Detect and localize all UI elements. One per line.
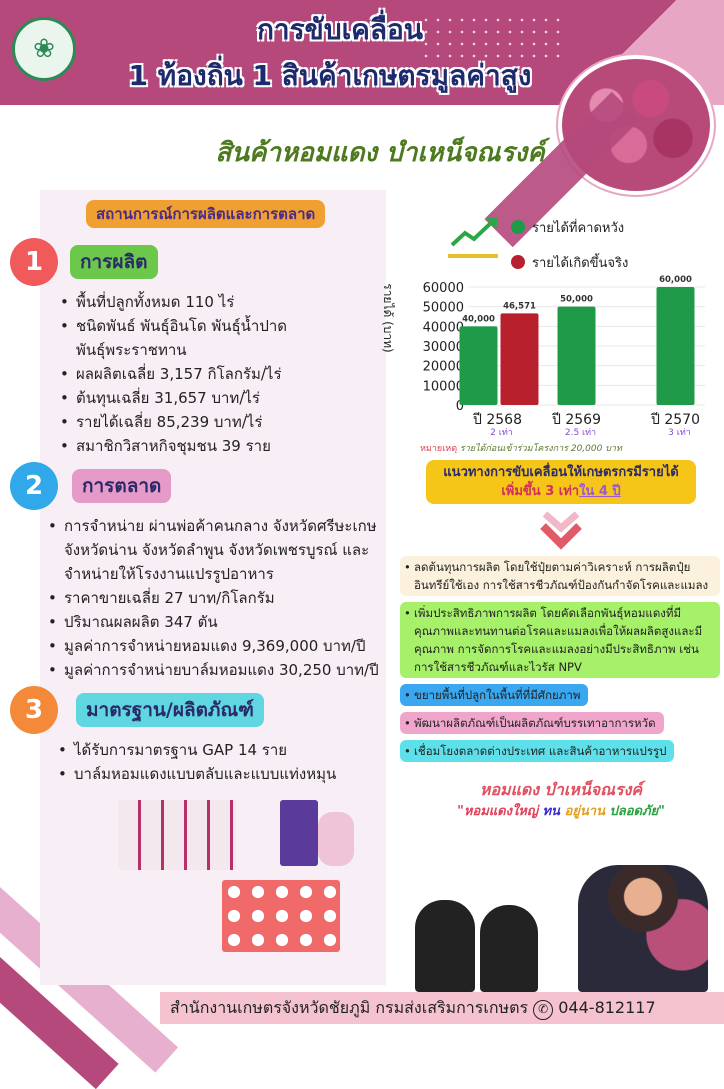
note-label: หมายเหตุ xyxy=(420,444,458,454)
slogan-part: ทน xyxy=(542,804,565,819)
list-item: มูลค่าการจำหน่ายหอมแดง 9,369,000 บาท/ปี xyxy=(48,634,393,658)
y-tick-label: 50000 xyxy=(423,301,464,316)
data-label: 46,571 xyxy=(503,301,536,311)
dots-decoration xyxy=(420,14,560,64)
list-item: ชนิดพันธ์ พันธุ์อินโด พันธุ์น้ำปาด พันธุ… xyxy=(60,314,320,362)
y-tick-label: 40000 xyxy=(423,320,464,335)
plan-heading: แนวทางการขับเคลื่อนให้เกษตรกรมีรายได้ เพ… xyxy=(426,460,696,504)
y-tick-label: 60000 xyxy=(423,281,464,296)
x-tick-label: ปี 2570 xyxy=(651,412,700,428)
strategy-item: ลดต้นทุนการผลิต โดยใช้ปุ๋ยตามค่าวิเคราะห… xyxy=(400,556,720,596)
marketing-list: การจำหน่าย ผ่านพ่อค้าคนกลาง จังหวัดศรีษะ… xyxy=(48,514,393,682)
data-label: 60,000 xyxy=(659,275,692,285)
strategy-item: พัฒนาผลิตภัณฑ์เป็นผลิตภัณฑ์บรรเทาอาการหว… xyxy=(400,712,664,734)
title-line-1: การขับเคลื่อน xyxy=(256,13,424,46)
marketing-header: 2 การตลาด xyxy=(10,462,395,510)
balm-boxes-photo xyxy=(118,800,236,870)
strategy-column: แนวทางการขับเคลื่อนให้เกษตรกรมีรายได้ เพ… xyxy=(400,460,722,822)
title-line-2: 1 ท้องถิ่น 1 สินค้าเกษตรมูลค่าสูง xyxy=(128,59,532,92)
category-note: 2.5 เท่า xyxy=(565,428,596,438)
bar xyxy=(656,287,695,405)
plan-line-2b: ใน 4 ปี xyxy=(579,484,621,499)
slogan: หอมแดง บำเหน็จณรงค์ "หอมแดงใหญ่ ทน อยู่น… xyxy=(400,778,722,822)
farmer-photo xyxy=(415,900,475,992)
balm-stick-photo xyxy=(318,812,354,866)
situation-heading: สถานการณ์การผลิตและการตลาด xyxy=(86,200,326,228)
y-axis-label: รายได้ (บาท) xyxy=(381,283,395,353)
production-header: 1 การผลิต xyxy=(10,238,395,286)
list-item: ได้รับการมาตรฐาน GAP 14 ราย xyxy=(58,738,388,762)
bar xyxy=(500,313,539,405)
legend-marker xyxy=(511,255,525,269)
standards-list: ได้รับการมาตรฐาน GAP 14 ราย บาล์มหอมแดงแ… xyxy=(58,738,388,786)
footer-bar: สำนักงานเกษตรจังหวัดชัยภูมิ กรมส่งเสริมก… xyxy=(160,992,724,1024)
note-text: รายได้ก่อนเข้าร่วมโครงการ 20,000 บาท xyxy=(459,444,622,454)
balm-card-photo xyxy=(280,800,318,866)
list-item: บาล์มหอมแดงแบบตลับและแบบแท่งหมุน xyxy=(58,762,388,786)
legend-item: รายได้เกิดขึ้นจริง xyxy=(511,253,628,271)
x-tick-label: ปี 2569 xyxy=(552,412,601,428)
farmer-photo xyxy=(480,905,538,992)
situation-sections: 1 การผลิต พื้นที่ปลูกทั้งหมด 110 ไร่ ชนิ… xyxy=(10,238,395,786)
department-logo: ❀ xyxy=(12,17,76,81)
product-subtitle: สินค้าหอมแดง บำเหน็จณรงค์ xyxy=(215,138,545,168)
legend-label: รายได้ที่คาดหวัง xyxy=(532,219,624,236)
y-tick-label: 20000 xyxy=(423,360,464,375)
data-label: 40,000 xyxy=(462,314,495,324)
list-item: การจำหน่าย ผ่านพ่อค้าคนกลาง จังหวัดศรีษะ… xyxy=(48,514,393,586)
section-label-production: การผลิต xyxy=(70,245,158,279)
standards-header: 3 มาตรฐาน/ผลิตภัณฑ์ xyxy=(10,686,395,734)
phone-icon: ✆ xyxy=(533,1000,554,1020)
section-number-2: 2 xyxy=(10,462,58,510)
section-number-1: 1 xyxy=(10,238,58,286)
slogan-part: อยู่นาน xyxy=(564,804,610,819)
bar xyxy=(459,326,498,405)
chart-note: หมายเหตุ รายได้ก่อนเข้าร่วมโครงการ 20,00… xyxy=(420,441,622,455)
slogan-part: "หอมแดงใหญ่ xyxy=(457,804,543,819)
legend-label: รายได้เกิดขึ้นจริง xyxy=(532,253,628,271)
footer-office: สำนักงานเกษตรจังหวัดชัยภูมิ กรมส่งเสริมก… xyxy=(170,998,529,1017)
y-tick-label: 10000 xyxy=(423,379,464,394)
plan-line-2a: เพิ่มขึ้น 3 เท่า xyxy=(501,484,580,499)
trend-icon xyxy=(448,218,498,258)
list-item: ราคาขายเฉลี่ย 27 บาท/กิโลกรัม xyxy=(48,586,393,610)
data-label: 50,000 xyxy=(560,295,593,305)
section-label-marketing: การตลาด xyxy=(72,469,172,503)
section-label-standards: มาตรฐาน/ผลิตภัณฑ์ xyxy=(76,693,264,727)
list-item: ต้นทุนเฉลี่ย 31,657 บาท/ไร่ xyxy=(60,386,320,410)
balm-jars-photo xyxy=(222,880,340,952)
section-number-3: 3 xyxy=(10,686,58,734)
list-item: สมาชิกวิสาหกิจชุมชน 39 ราย xyxy=(60,434,320,458)
category-note: 3 เท่า xyxy=(668,428,691,438)
category-note: 2 เท่า xyxy=(490,428,513,438)
farmer-photo xyxy=(578,865,708,992)
x-tick-label: ปี 2568 xyxy=(473,412,522,428)
strategy-item: เพิ่มประสิทธิภาพการผลิต โดยคัดเลือกพันธุ… xyxy=(400,602,720,678)
list-item: ปริมาณผลผลิต 347 ตัน xyxy=(48,610,393,634)
footer-phone: 044-812117 xyxy=(558,998,656,1017)
plan-line-1: แนวทางการขับเคลื่อนให้เกษตรกรมีรายได้ xyxy=(443,465,679,480)
list-item: รายได้เฉลี่ย 85,239 บาท/ไร่ xyxy=(60,410,320,434)
strategy-item: ขยายพื้นที่ปลูกในพื้นที่ที่มีศักยภาพ xyxy=(400,684,589,706)
y-tick-label: 30000 xyxy=(423,340,464,355)
legend-item: รายได้ที่คาดหวัง xyxy=(511,219,624,236)
slogan-quote: "หอมแดงใหญ่ ทน อยู่นาน ปลอดภัย" xyxy=(400,802,722,822)
list-item: พื้นที่ปลูกทั้งหมด 110 ไร่ xyxy=(60,290,320,314)
strategy-item: เชื่อมโยงตลาดต่างประเทศ และสินค้าอาหารแป… xyxy=(400,740,675,762)
chevron-down-icon xyxy=(540,511,582,550)
list-item: มูลค่าการจำหน่ายบาล์มหอมแดง 30,250 บาท/ป… xyxy=(48,658,393,682)
slogan-title: หอมแดง บำเหน็จณรงค์ xyxy=(479,780,643,799)
production-list: พื้นที่ปลูกทั้งหมด 110 ไร่ ชนิดพันธ์ พัน… xyxy=(60,290,320,458)
list-item: ผลผลิตเฉลี่ย 3,157 กิโลกรัม/ไร่ xyxy=(60,362,320,386)
y-tick-label: 0 xyxy=(456,399,464,414)
legend-marker xyxy=(511,220,525,234)
slogan-part: ปลอดภัย" xyxy=(609,804,665,819)
bar xyxy=(557,306,596,405)
